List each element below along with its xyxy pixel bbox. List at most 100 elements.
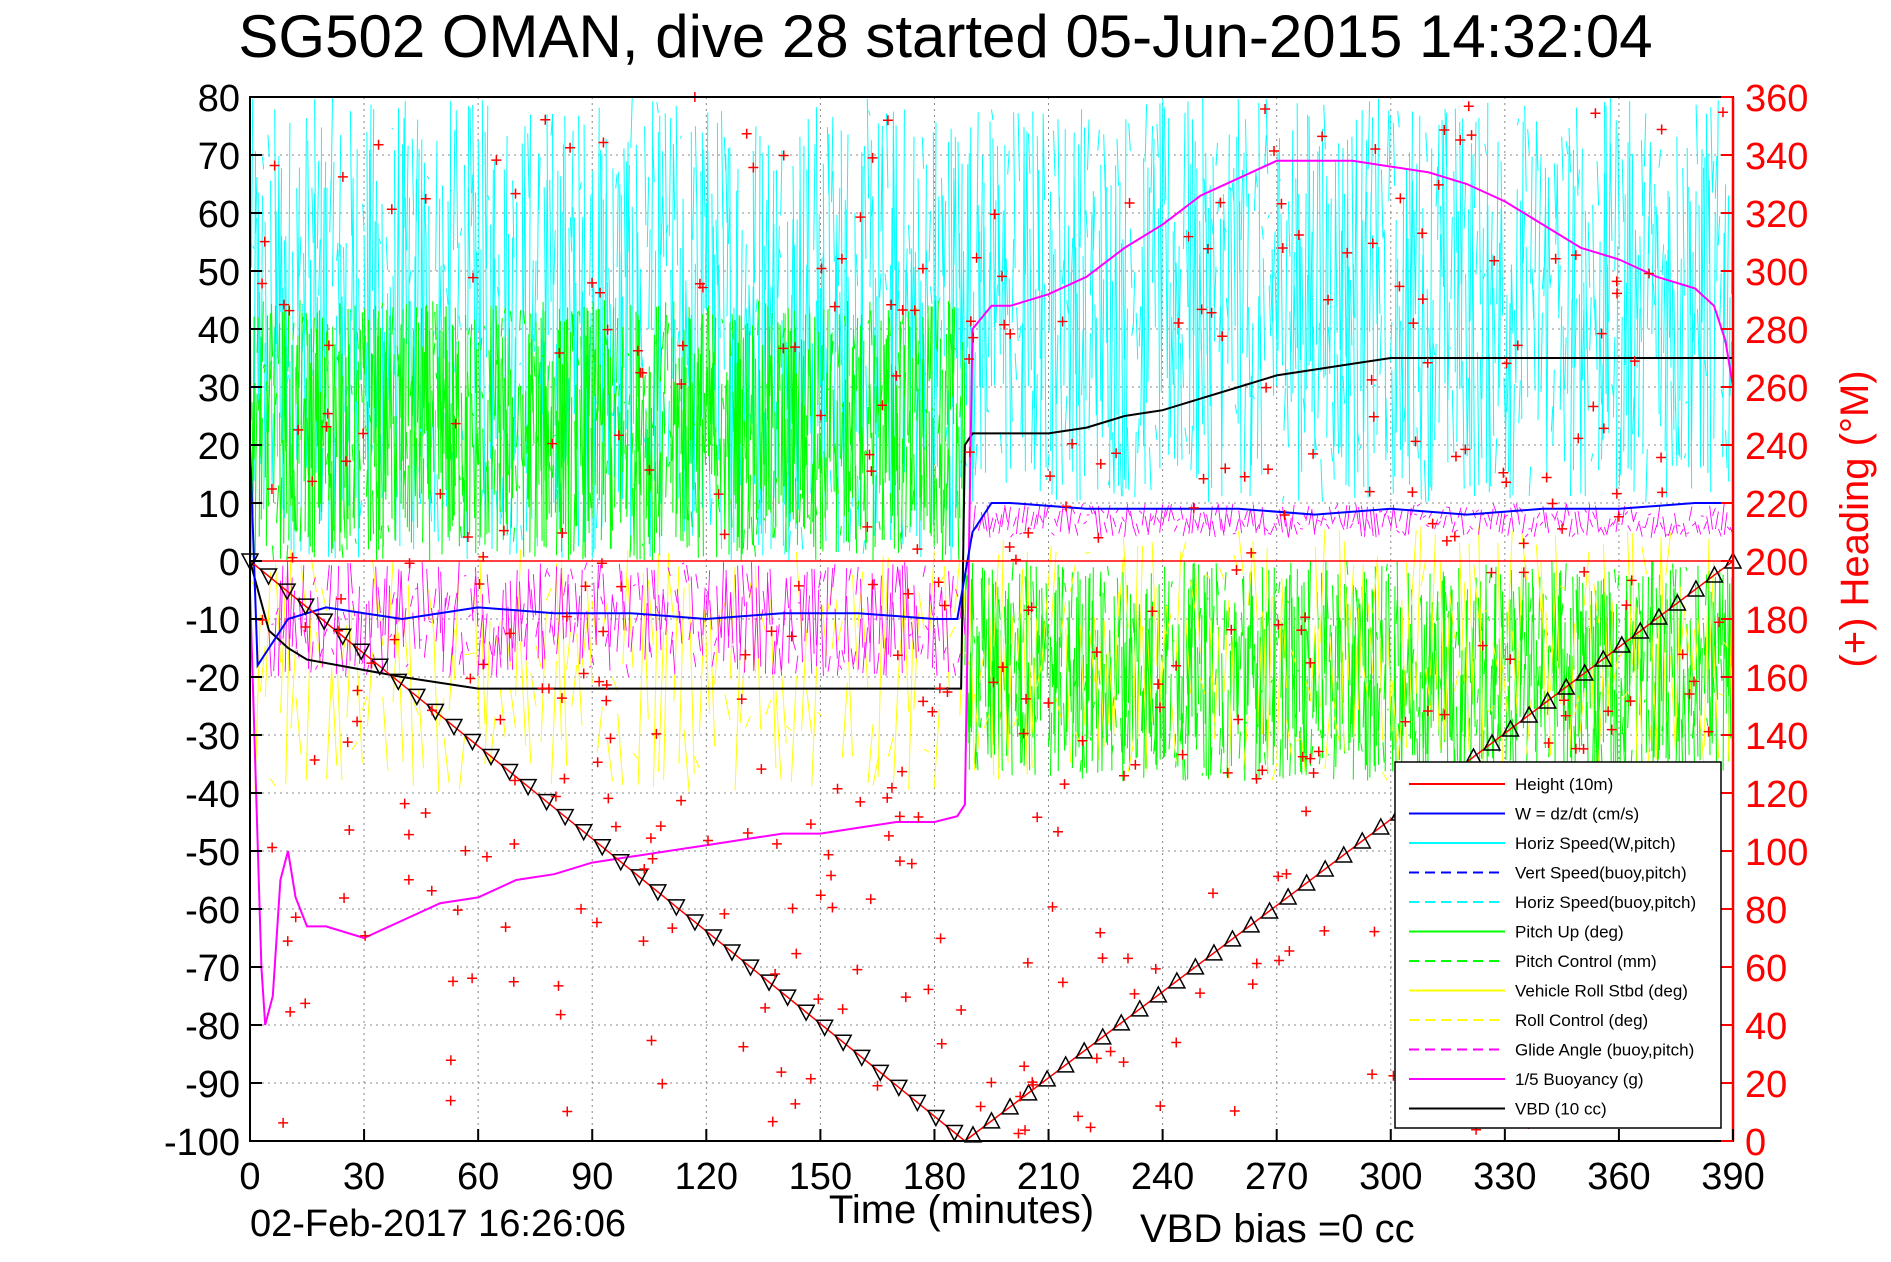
- heading-marker: [403, 829, 414, 840]
- y-tick-label: -10: [185, 600, 240, 642]
- heading-marker: [427, 705, 438, 716]
- heading-marker: [646, 1035, 657, 1046]
- heading-marker: [1463, 101, 1474, 112]
- y2-tick-label: 240: [1745, 426, 1808, 468]
- heading-marker: [776, 1067, 787, 1078]
- heading-marker: [1052, 826, 1063, 837]
- heading-marker: [637, 367, 648, 378]
- heading-marker: [1603, 706, 1614, 717]
- heading-marker: [748, 162, 759, 173]
- heading-marker: [1323, 294, 1334, 305]
- heading-marker: [290, 912, 301, 923]
- heading-marker: [322, 408, 333, 419]
- heading-marker: [1512, 340, 1523, 351]
- heading-marker: [778, 150, 789, 161]
- heading-marker: [1067, 438, 1078, 449]
- heading-marker: [1005, 328, 1016, 339]
- heading-marker: [576, 903, 587, 914]
- heading-marker: [1118, 1057, 1129, 1068]
- y-tick-label: 20: [198, 426, 240, 468]
- heading-marker: [1557, 523, 1568, 534]
- depth-marker: [1371, 817, 1391, 835]
- heading-marker: [815, 890, 826, 901]
- heading-marker: [657, 1078, 668, 1089]
- x-tick-label: 360: [1587, 1156, 1650, 1198]
- depth-marker: [1056, 1055, 1075, 1073]
- heading-marker: [790, 1098, 801, 1109]
- depth-marker: [296, 598, 315, 616]
- heading-marker: [1021, 693, 1032, 704]
- heading-marker: [638, 936, 649, 947]
- heading-marker: [1439, 709, 1450, 720]
- heading-marker: [1111, 448, 1122, 459]
- heading-marker: [358, 428, 369, 439]
- heading-marker: [1657, 487, 1668, 498]
- heading-marker: [1644, 268, 1655, 279]
- heading-marker: [1460, 444, 1471, 455]
- heading-marker: [1598, 423, 1609, 434]
- heading-marker: [1061, 501, 1072, 512]
- y2-tick-label: 360: [1745, 78, 1808, 120]
- depth-marker: [1241, 915, 1261, 933]
- heading-marker: [360, 930, 371, 941]
- depth-marker: [351, 643, 371, 661]
- heading-marker: [1505, 654, 1516, 665]
- heading-marker: [1020, 1125, 1031, 1136]
- heading-marker: [742, 827, 753, 838]
- legend-label: VBD (10 cc): [1515, 1100, 1607, 1119]
- heading-marker: [965, 316, 976, 327]
- heading-marker: [1260, 103, 1271, 114]
- y2-tick-label: 40: [1745, 1006, 1787, 1048]
- heading-marker: [882, 115, 893, 126]
- depth-marker: [889, 1079, 909, 1097]
- heading-marker: [1246, 547, 1257, 558]
- heading-marker: [559, 773, 570, 784]
- footer-date: 02-Feb-2017 16:26:06: [250, 1203, 627, 1245]
- y2-tick-label: 80: [1745, 890, 1787, 932]
- heading-marker: [285, 1006, 296, 1017]
- heading-marker: [837, 1004, 848, 1015]
- heading-marker: [1441, 535, 1452, 546]
- depth-marker: [1482, 733, 1502, 751]
- heading-marker: [1257, 765, 1268, 776]
- depth-marker: [481, 748, 501, 767]
- heading-marker: [1305, 657, 1316, 668]
- heading-marker: [644, 465, 655, 476]
- heading-marker: [452, 905, 463, 916]
- heading-marker: [554, 347, 565, 358]
- heading-marker: [389, 634, 400, 645]
- x-tick-label: 300: [1359, 1156, 1422, 1198]
- heading-marker: [877, 400, 888, 411]
- heading-marker: [578, 668, 589, 679]
- heading-marker: [598, 137, 609, 148]
- heading-marker: [1091, 1053, 1102, 1064]
- y2-tick-label: 280: [1745, 310, 1808, 352]
- heading-marker: [894, 811, 905, 822]
- y-tick-label: -50: [185, 832, 240, 874]
- depth-marker: [1130, 999, 1150, 1017]
- depth-marker: [1223, 929, 1242, 947]
- heading-marker: [366, 658, 377, 669]
- heading-marker: [341, 456, 352, 467]
- heading-marker: [1541, 472, 1552, 483]
- heading-marker: [934, 683, 945, 694]
- y2-tick-label: 100: [1745, 832, 1808, 874]
- heading-marker: [1573, 433, 1584, 444]
- heading-marker: [1122, 953, 1133, 964]
- y-tick-label: -80: [185, 1006, 240, 1048]
- y2-tick-label: 340: [1745, 136, 1808, 178]
- heading-marker: [602, 324, 613, 335]
- heading-marker: [450, 418, 461, 429]
- heading-marker: [498, 525, 509, 536]
- series-line: [249, 357, 1733, 690]
- heading-marker: [404, 558, 415, 569]
- y-tick-label: -70: [185, 948, 240, 990]
- heading-marker: [1367, 238, 1378, 249]
- series-line: [249, 159, 1734, 1026]
- heading-marker: [420, 193, 431, 204]
- heading-marker: [891, 370, 902, 381]
- heading-marker: [852, 964, 863, 975]
- heading-marker: [1215, 197, 1226, 208]
- x-tick-label: 330: [1473, 1156, 1536, 1198]
